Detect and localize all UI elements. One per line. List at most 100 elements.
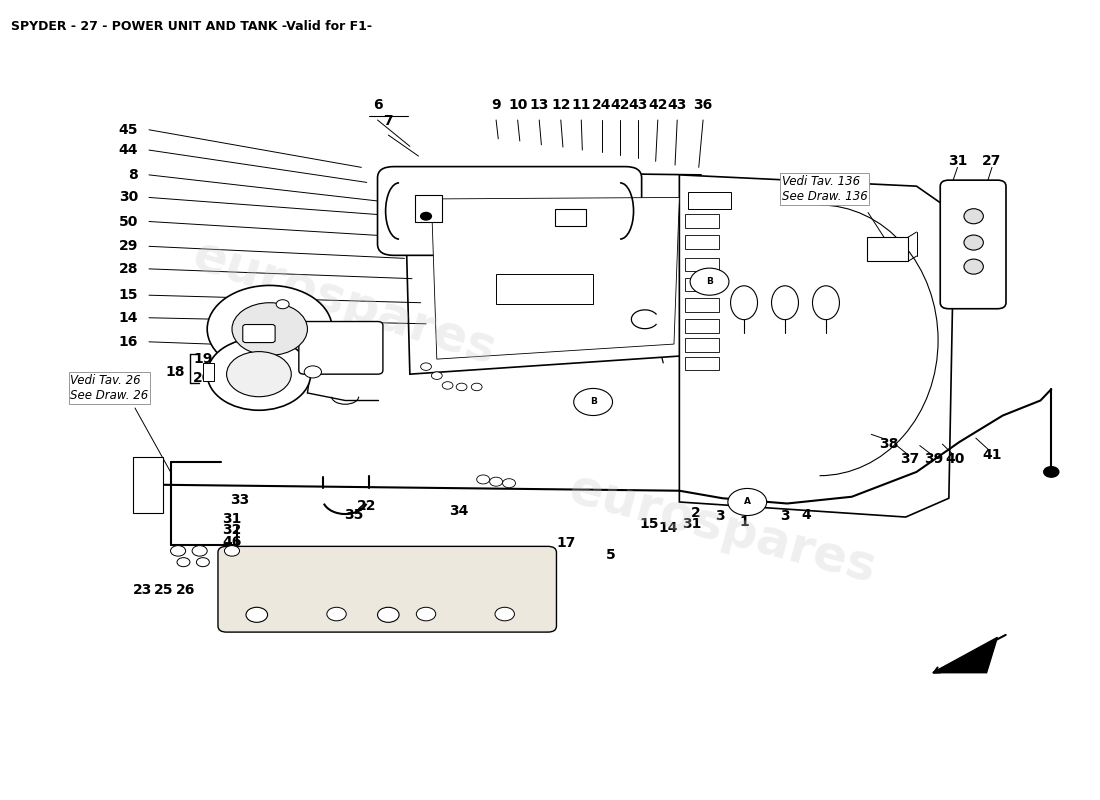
Text: 22: 22	[358, 498, 376, 513]
Text: 35: 35	[344, 508, 363, 522]
Text: 45: 45	[119, 122, 139, 137]
Text: 9: 9	[492, 98, 500, 113]
Text: 7: 7	[384, 114, 393, 127]
Text: 36: 36	[693, 98, 713, 113]
Circle shape	[276, 300, 289, 309]
Text: 2: 2	[691, 506, 701, 520]
Text: 40: 40	[946, 452, 965, 466]
Text: 14: 14	[119, 310, 139, 325]
Text: 31: 31	[948, 154, 967, 168]
Text: 28: 28	[119, 262, 139, 276]
Circle shape	[1044, 466, 1059, 477]
FancyBboxPatch shape	[684, 235, 719, 249]
Text: 3: 3	[780, 510, 790, 523]
Text: 18: 18	[165, 365, 185, 379]
Circle shape	[431, 372, 442, 379]
Polygon shape	[431, 198, 680, 359]
Text: 44: 44	[119, 143, 139, 157]
FancyBboxPatch shape	[867, 238, 908, 262]
Text: 27: 27	[982, 154, 1002, 168]
Text: 43: 43	[668, 98, 686, 113]
Circle shape	[197, 558, 209, 566]
Circle shape	[305, 366, 321, 378]
Text: 42: 42	[610, 98, 630, 113]
Text: 14: 14	[659, 522, 679, 535]
Text: B: B	[706, 277, 713, 286]
Circle shape	[327, 607, 346, 621]
Text: 31: 31	[683, 517, 702, 531]
Text: 29: 29	[119, 239, 139, 254]
Circle shape	[416, 607, 436, 621]
Circle shape	[207, 286, 332, 373]
Circle shape	[377, 607, 399, 622]
Text: 17: 17	[557, 536, 576, 550]
Circle shape	[207, 338, 310, 410]
Text: 6: 6	[373, 98, 383, 113]
Text: 38: 38	[879, 437, 899, 451]
Text: 25: 25	[154, 583, 174, 597]
Circle shape	[192, 546, 207, 556]
Text: B: B	[590, 398, 596, 406]
Text: 23: 23	[133, 583, 152, 597]
FancyBboxPatch shape	[133, 457, 163, 514]
Text: 50: 50	[119, 214, 139, 229]
Text: Vedi Tav. 136
See Draw. 136: Vedi Tav. 136 See Draw. 136	[782, 175, 868, 203]
Text: 12: 12	[551, 98, 571, 113]
Ellipse shape	[730, 286, 758, 320]
Polygon shape	[933, 638, 998, 673]
Text: 11: 11	[572, 98, 591, 113]
FancyBboxPatch shape	[416, 195, 442, 222]
Text: 33: 33	[230, 493, 250, 506]
FancyBboxPatch shape	[684, 357, 719, 370]
Text: 43: 43	[629, 98, 648, 113]
FancyBboxPatch shape	[243, 325, 275, 342]
Text: SPYDER - 27 - POWER UNIT AND TANK -Valid for F1-: SPYDER - 27 - POWER UNIT AND TANK -Valid…	[11, 20, 372, 33]
Circle shape	[490, 477, 503, 486]
Text: 1: 1	[739, 515, 749, 530]
Text: 39: 39	[924, 452, 944, 466]
Circle shape	[227, 351, 292, 397]
FancyBboxPatch shape	[688, 192, 732, 209]
Text: 42: 42	[648, 98, 668, 113]
Text: 31: 31	[222, 512, 242, 526]
Circle shape	[495, 607, 515, 621]
FancyBboxPatch shape	[496, 274, 593, 304]
Text: 41: 41	[982, 448, 1002, 462]
FancyBboxPatch shape	[684, 214, 719, 227]
Circle shape	[420, 213, 431, 220]
Circle shape	[476, 475, 490, 484]
FancyBboxPatch shape	[202, 363, 213, 381]
FancyBboxPatch shape	[299, 322, 383, 374]
Circle shape	[574, 389, 613, 415]
Polygon shape	[405, 171, 701, 374]
Circle shape	[170, 546, 186, 556]
Text: 24: 24	[592, 98, 612, 113]
Polygon shape	[680, 175, 955, 517]
FancyBboxPatch shape	[684, 338, 719, 352]
Text: 8: 8	[129, 168, 139, 182]
Circle shape	[471, 383, 482, 390]
FancyBboxPatch shape	[377, 166, 641, 255]
Circle shape	[690, 268, 729, 295]
Text: 46: 46	[222, 535, 242, 549]
Circle shape	[456, 383, 468, 390]
Circle shape	[420, 363, 431, 370]
Text: 19: 19	[194, 352, 212, 366]
Text: 30: 30	[119, 190, 139, 205]
FancyBboxPatch shape	[940, 180, 1006, 309]
Circle shape	[232, 302, 308, 355]
FancyBboxPatch shape	[684, 319, 719, 333]
FancyBboxPatch shape	[556, 210, 585, 226]
Circle shape	[224, 546, 240, 556]
Text: 24: 24	[327, 362, 346, 376]
Text: 15: 15	[119, 288, 139, 302]
Text: eurospares: eurospares	[563, 464, 881, 593]
Ellipse shape	[964, 235, 983, 250]
Text: 13: 13	[529, 98, 549, 113]
FancyBboxPatch shape	[684, 258, 719, 271]
Text: 5: 5	[605, 548, 615, 562]
Text: 34: 34	[449, 504, 469, 518]
Text: A: A	[744, 498, 751, 506]
Ellipse shape	[964, 259, 983, 274]
Text: 15: 15	[639, 517, 659, 531]
